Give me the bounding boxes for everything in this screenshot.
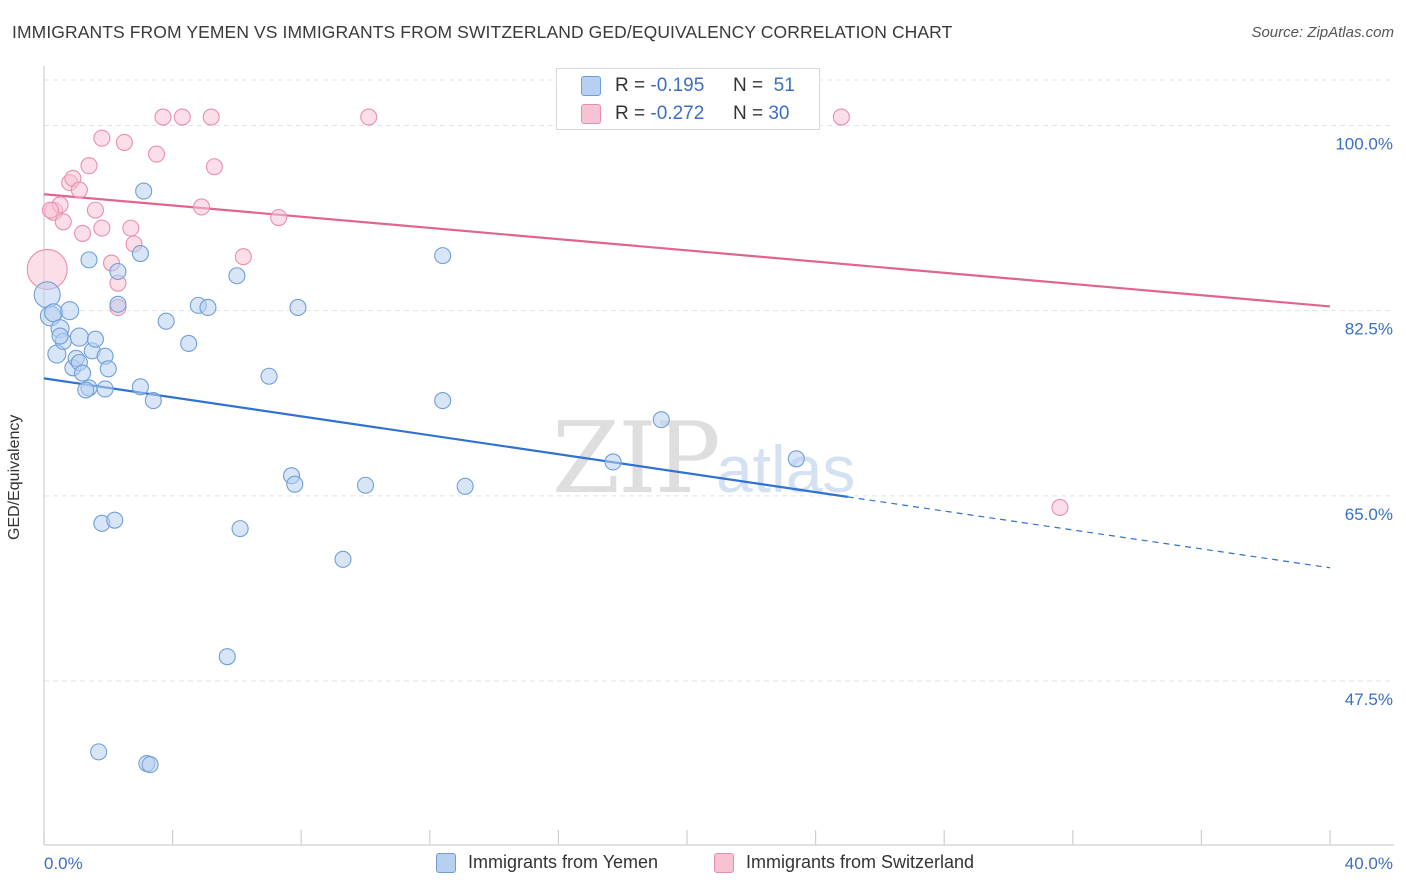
grid-lines (44, 79, 1394, 682)
point-yemen (131, 378, 149, 396)
trend-line-yemen (43, 377, 848, 498)
point-yemen (604, 453, 622, 471)
point-yemen (434, 392, 452, 410)
point-yemen (356, 476, 375, 494)
r-label: R = (615, 103, 646, 124)
series-legend: Immigrants from Yemen Immigrants from Sw… (0, 852, 1406, 878)
point-yemen (260, 367, 278, 385)
y-tick-label: 100.0% (1335, 134, 1393, 153)
point-yemen (144, 392, 162, 410)
point-switzerland (41, 201, 59, 219)
point-yemen (99, 360, 117, 378)
chart-title: IMMIGRANTS FROM YEMEN VS IMMIGRANTS FROM… (12, 22, 953, 42)
point-yemen (218, 648, 236, 666)
point-yemen (652, 411, 670, 429)
point-yemen (69, 327, 89, 347)
n-label: N = (732, 75, 764, 96)
point-switzerland (122, 219, 140, 237)
n-value: 51 (773, 75, 795, 96)
source-label: Source: ZipAtlas.com (1251, 24, 1394, 41)
point-switzerland (202, 108, 220, 126)
point-switzerland (205, 158, 223, 176)
point-switzerland (360, 108, 378, 126)
point-yemen (90, 743, 108, 761)
n-label: N = (732, 103, 764, 124)
point-yemen (96, 380, 114, 398)
r-value: -0.195 (650, 75, 705, 96)
point-yemen (51, 327, 69, 345)
legend-label-switzerland: Immigrants from Switzerland (746, 852, 975, 872)
legend-swatch-yemen (581, 76, 601, 96)
legend-label-yemen: Immigrants from Yemen (468, 852, 659, 872)
trend-lines (43, 193, 1331, 569)
point-yemen (228, 267, 246, 285)
point-switzerland (832, 108, 850, 126)
x-tick-label: 0.0% (44, 854, 83, 873)
point-switzerland (270, 208, 288, 227)
legend-swatch-switzerland (714, 852, 734, 873)
point-switzerland (70, 181, 88, 199)
point-yemen (199, 298, 217, 317)
point-yemen (60, 301, 80, 321)
point-switzerland (173, 108, 191, 126)
point-switzerland (74, 224, 92, 242)
point-yemen (157, 312, 175, 330)
point-yemen (231, 520, 249, 538)
r-label: R = (615, 75, 646, 96)
x-tick-label: 40.0% (1345, 854, 1393, 873)
trend-line-yemen-extrapolated (847, 496, 1331, 569)
point-yemen (456, 477, 474, 495)
point-switzerland (1051, 498, 1069, 517)
axes (43, 66, 1394, 846)
point-yemen (77, 381, 95, 399)
point-switzerland (80, 157, 98, 175)
point-yemen (86, 330, 104, 348)
legend-item-yemen[interactable]: Immigrants from Yemen (436, 852, 658, 873)
point-switzerland (154, 108, 172, 126)
point-switzerland (93, 219, 111, 237)
tick-labels: 47.5% 65.0% 82.5% 100.0% 0.0% 40.0% (44, 134, 1393, 873)
legend-swatch-switzerland (581, 104, 601, 124)
point-switzerland (234, 248, 252, 266)
watermark-zip: ZIP (552, 402, 719, 516)
point-yemen (286, 475, 304, 493)
point-switzerland (93, 129, 111, 147)
data-points (26, 108, 1069, 774)
point-yemen (334, 550, 352, 568)
point-switzerland (86, 201, 104, 219)
point-yemen (180, 334, 198, 353)
point-switzerland (115, 133, 133, 151)
r-value: -0.272 (650, 103, 705, 124)
correlation-legend: R = -0.195 N = 51 R = -0.272 N = 30 (556, 68, 820, 130)
point-yemen (44, 303, 64, 323)
point-switzerland (192, 198, 211, 216)
point-yemen (135, 182, 153, 200)
y-tick-label: 47.5% (1345, 690, 1393, 709)
point-yemen (106, 511, 124, 529)
point-yemen (131, 244, 149, 263)
point-yemen (141, 756, 159, 774)
point-yemen (289, 298, 307, 317)
point-switzerland (54, 213, 72, 231)
legend-swatch-yemen (436, 852, 456, 873)
point-yemen (74, 364, 92, 382)
y-tick-label: 65.0% (1345, 505, 1393, 524)
point-yemen (109, 262, 127, 281)
point-yemen (109, 295, 127, 313)
n-value: 30 (768, 103, 790, 124)
legend-row-yemen: R = -0.195 N = 51 (581, 72, 795, 100)
trend-line-switzerland (43, 193, 1331, 308)
point-yemen (434, 247, 452, 265)
legend-item-switzerland[interactable]: Immigrants from Switzerland (714, 852, 974, 873)
legend-row-switzerland: R = -0.272 N = 30 (581, 100, 789, 128)
y-tick-label: 82.5% (1345, 320, 1393, 339)
point-switzerland (147, 145, 166, 163)
point-yemen (787, 450, 805, 468)
point-yemen (80, 251, 98, 269)
